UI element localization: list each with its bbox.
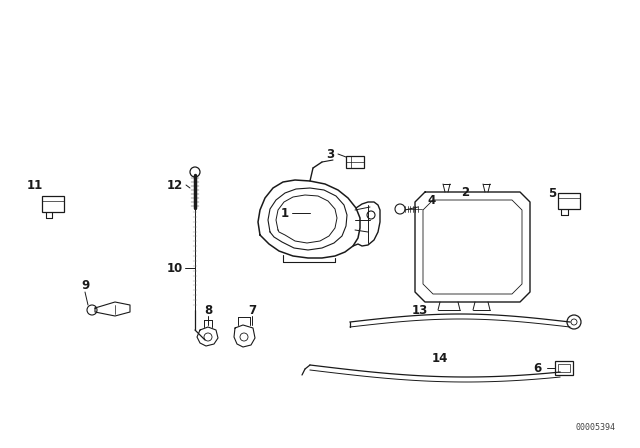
Text: 4: 4 (428, 194, 436, 207)
Text: 10: 10 (167, 262, 183, 275)
Text: 6: 6 (533, 362, 541, 375)
Text: 14: 14 (432, 352, 448, 365)
Bar (346, 156, 364, 168)
Text: 1: 1 (281, 207, 289, 220)
Text: 13: 13 (412, 303, 428, 316)
Text: 8: 8 (204, 303, 212, 316)
Bar (558, 193, 580, 209)
Text: 11: 11 (27, 178, 43, 191)
Text: 00005394: 00005394 (575, 423, 615, 432)
Text: 3: 3 (326, 147, 334, 160)
Circle shape (190, 167, 200, 177)
Bar (558, 364, 570, 372)
Text: 5: 5 (548, 186, 556, 199)
Text: 12: 12 (167, 178, 183, 191)
Bar (555, 361, 573, 375)
Text: 9: 9 (81, 279, 89, 292)
Bar (42, 196, 64, 212)
Text: 7: 7 (248, 303, 256, 316)
Text: 2: 2 (461, 185, 469, 198)
